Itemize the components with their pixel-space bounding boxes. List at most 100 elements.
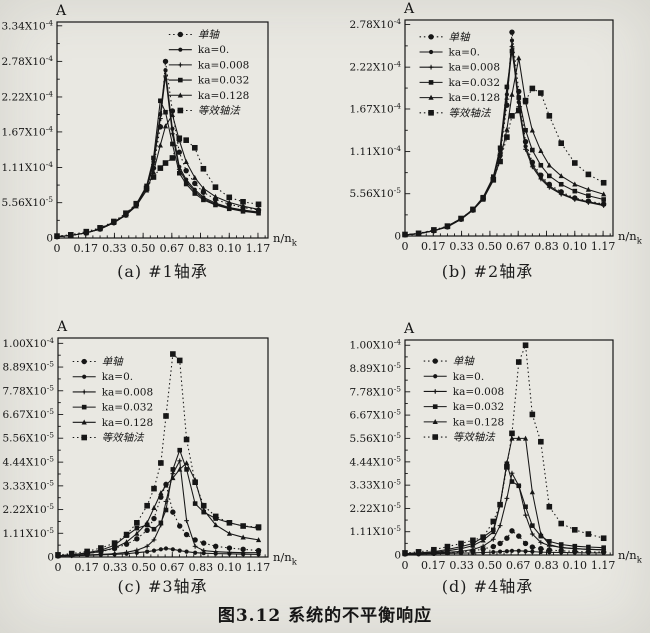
figure-caption: 图3.12 系统的不平衡响应 [217,606,433,626]
legend: 单轴 ka=0. ka=0.008 ka=0.032 ka=0.128 等效轴法 [419,31,500,119]
svg-text:0.50: 0.50 [131,242,156,255]
x-axis-title: n/nk [273,231,298,249]
svg-text:2.22X10-5: 2.22X10-5 [2,502,54,516]
chart-svg-1: 0 0.17 0.33 0.50 0.67 0.83 0.10 1.17 0 5.56X10-5 1… [349,1,643,253]
svg-text:1.17: 1.17 [591,240,616,253]
svg-text:0.33: 0.33 [449,559,474,572]
svg-text:0.10: 0.10 [217,242,242,255]
svg-text:6.67X10-5: 6.67X10-5 [2,407,54,421]
svg-text:5.56X10-5: 5.56X10-5 [349,431,401,445]
svg-text:1.17: 1.17 [246,561,271,574]
svg-text:0: 0 [402,559,409,572]
subplot-caption-c: (c) #3轴承 [117,577,208,596]
y-axis-title: A [55,3,67,19]
series-5 [55,351,262,558]
svg-text:3.34X10-4: 3.34X10-4 [1,18,53,32]
svg-text:0: 0 [46,233,53,245]
series-5 [402,342,607,556]
legend-label: ka=0. [198,44,229,56]
svg-text:0: 0 [47,552,54,564]
series-0 [402,29,607,238]
svg-text:0: 0 [55,561,62,574]
chart-panel-b: 0 0.17 0.33 0.50 0.67 0.83 0.10 1.17 0 5.56X10-5 1… [325,0,650,300]
legend-label: ka=0.032 [198,75,249,87]
svg-text:0.10: 0.10 [563,559,588,572]
svg-text:0: 0 [402,240,409,253]
plot-box [404,19,614,237]
svg-text:3.33X10-5: 3.33X10-5 [2,478,54,492]
chart-svg-2: 0 0.17 0.33 0.50 0.67 0.83 0.10 1.17 0 1.11X10-5 2… [2,319,297,574]
y-axis-title: A [403,321,415,337]
legend-label: ka=0.032 [102,402,153,414]
axis-ticks [56,25,266,239]
legend-label: 单轴 [453,356,475,368]
svg-text:0: 0 [54,242,61,255]
x-axis-title: n/nk [618,229,643,247]
svg-text:0.67: 0.67 [160,561,185,574]
svg-text:0.17: 0.17 [74,561,99,574]
svg-text:0.10: 0.10 [217,561,242,574]
plot-box [404,339,614,556]
svg-text:5.56X10-5: 5.56X10-5 [2,431,54,445]
svg-text:2.78X10-4: 2.78X10-4 [1,54,53,68]
legend-label: ka=0.008 [198,59,249,71]
chart-panel-d: 0 0.17 0.33 0.50 0.67 0.83 0.10 1.17 0 1.11X10-5 2… [325,318,650,600]
svg-text:1.67X10-4: 1.67X10-4 [349,101,401,115]
svg-text:0.17: 0.17 [73,242,98,255]
subplot-caption-d: (d) #4轴承 [441,577,534,596]
svg-text:0: 0 [394,231,401,243]
svg-text:0.17: 0.17 [421,559,446,572]
chart-svg-3: 0 0.17 0.33 0.50 0.67 0.83 0.10 1.17 0 1.11X10-5 2… [349,321,643,572]
axis-tick-labels: 0 0.17 0.33 0.50 0.67 0.83 0.10 1.1701.11X10-52… [2,336,270,574]
svg-text:0.67: 0.67 [160,242,185,255]
x-axis-title: n/nk [618,548,643,566]
legend-label: ka=0. [453,371,484,383]
svg-text:0.50: 0.50 [131,561,156,574]
svg-text:6.67X10-5: 6.67X10-5 [349,408,401,422]
svg-text:1.00X10-4: 1.00X10-4 [2,336,54,350]
legend-label: ka=0.128 [453,416,504,428]
svg-text:0.83: 0.83 [189,561,214,574]
svg-text:2.22X10-4: 2.22X10-4 [349,60,401,74]
legend-label: ka=0.128 [198,90,249,102]
legend-label: ka=0.008 [453,386,504,398]
legend-label: 等效轴法 [102,432,145,444]
y-axis-title: A [56,319,68,335]
svg-text:2.22X10-4: 2.22X10-4 [1,89,53,103]
legend-label: 等效轴法 [449,107,492,119]
svg-text:1.17: 1.17 [591,559,616,572]
legend-label: ka=0.128 [449,92,500,104]
chart-panel-a: 0 0.17 0.33 0.50 0.67 0.83 0.10 1.17 0 5.56X10-5 1… [0,0,325,300]
svg-text:0.50: 0.50 [478,240,503,253]
legend-label: 单轴 [102,356,124,368]
svg-text:5.56X10-5: 5.56X10-5 [1,195,53,209]
plot-box [56,21,269,239]
series-5 [54,135,262,239]
svg-text:0.50: 0.50 [478,559,503,572]
svg-text:4.44X10-5: 4.44X10-5 [349,454,401,468]
axis-tick-labels: 0 0.17 0.33 0.50 0.67 0.83 0.10 1.1701.11X10-52… [349,338,615,572]
legend-label: ka=0.032 [453,401,504,413]
svg-text:1.00X10-4: 1.00X10-4 [349,338,401,352]
svg-text:0.10: 0.10 [563,240,588,253]
svg-text:0.67: 0.67 [506,559,531,572]
legend: 单轴 ka=0. ka=0.008 ka=0.032 ka=0.128 等效轴法 [72,356,153,444]
svg-text:1.67X10-4: 1.67X10-4 [1,124,53,138]
chart-svg-0: 0 0.17 0.33 0.50 0.67 0.83 0.10 1.17 0 5.56X10-5 1… [1,3,298,255]
legend: 单轴 ka=0. ka=0.008 ka=0.032 ka=0.128 等效轴法 [423,356,504,444]
chart-panel-c: 0 0.17 0.33 0.50 0.67 0.83 0.10 1.17 0 1.11X10-5 2… [0,318,325,600]
svg-text:3.33X10-5: 3.33X10-5 [349,478,401,492]
svg-text:7.78X10-5: 7.78X10-5 [349,384,401,398]
svg-text:0.83: 0.83 [534,559,559,572]
series-4 [55,460,262,559]
legend-label: ka=0.008 [102,386,153,398]
subplot-caption-b: (b) #2轴承 [441,262,534,281]
subplot-caption-a: (a) #1轴承 [117,262,208,281]
legend-label: ka=0.128 [102,417,153,429]
legend-label: ka=0. [102,371,133,383]
legend-label: ka=0.032 [449,77,500,89]
legend: 单轴 ka=0. ka=0.008 ka=0.032 ka=0.128 等效轴法 [168,29,249,117]
legend-label: ka=0.008 [449,62,500,74]
svg-text:1.11X10-4: 1.11X10-4 [349,144,401,158]
